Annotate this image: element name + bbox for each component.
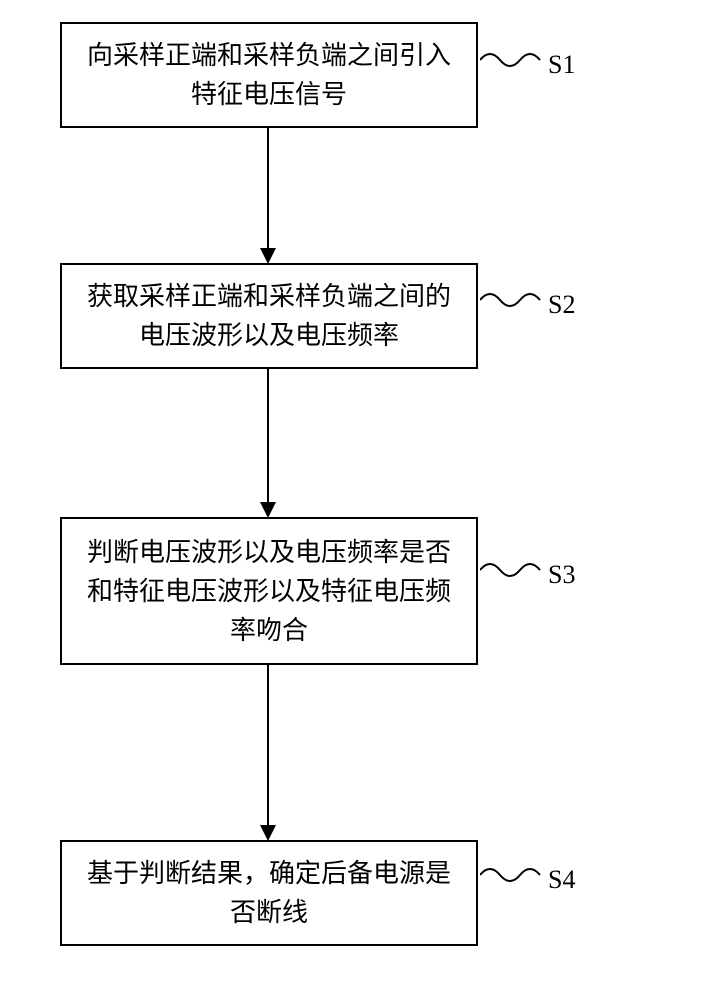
flow-node-s1: 向采样正端和采样负端之间引入特征电压信号 xyxy=(60,22,478,128)
arrow-head-s3-s4 xyxy=(260,825,276,841)
step-label-s1: S1 xyxy=(548,50,575,80)
arrow-head-s1-s2 xyxy=(260,248,276,264)
step-label-s2: S2 xyxy=(548,290,575,320)
step-label-s3: S3 xyxy=(548,560,575,590)
arrow-s2-s3 xyxy=(267,369,269,503)
flow-node-s1-text: 向采样正端和采样负端之间引入特征电压信号 xyxy=(82,36,456,114)
squiggle-s2 xyxy=(480,288,546,312)
arrow-s1-s2 xyxy=(267,128,269,250)
squiggle-s1 xyxy=(480,48,546,72)
flow-node-s2: 获取采样正端和采样负端之间的电压波形以及电压频率 xyxy=(60,263,478,369)
flow-node-s3-text: 判断电压波形以及电压频率是否和特征电压波形以及特征电压频率吻合 xyxy=(82,533,456,650)
squiggle-s4 xyxy=(480,863,546,887)
step-label-s4: S4 xyxy=(548,865,575,895)
arrow-head-s2-s3 xyxy=(260,502,276,518)
flow-node-s4: 基于判断结果，确定后备电源是否断线 xyxy=(60,840,478,946)
flow-node-s4-text: 基于判断结果，确定后备电源是否断线 xyxy=(82,854,456,932)
arrow-s3-s4 xyxy=(267,665,269,827)
flow-node-s3: 判断电压波形以及电压频率是否和特征电压波形以及特征电压频率吻合 xyxy=(60,517,478,665)
flow-node-s2-text: 获取采样正端和采样负端之间的电压波形以及电压频率 xyxy=(82,277,456,355)
squiggle-s3 xyxy=(480,558,546,582)
